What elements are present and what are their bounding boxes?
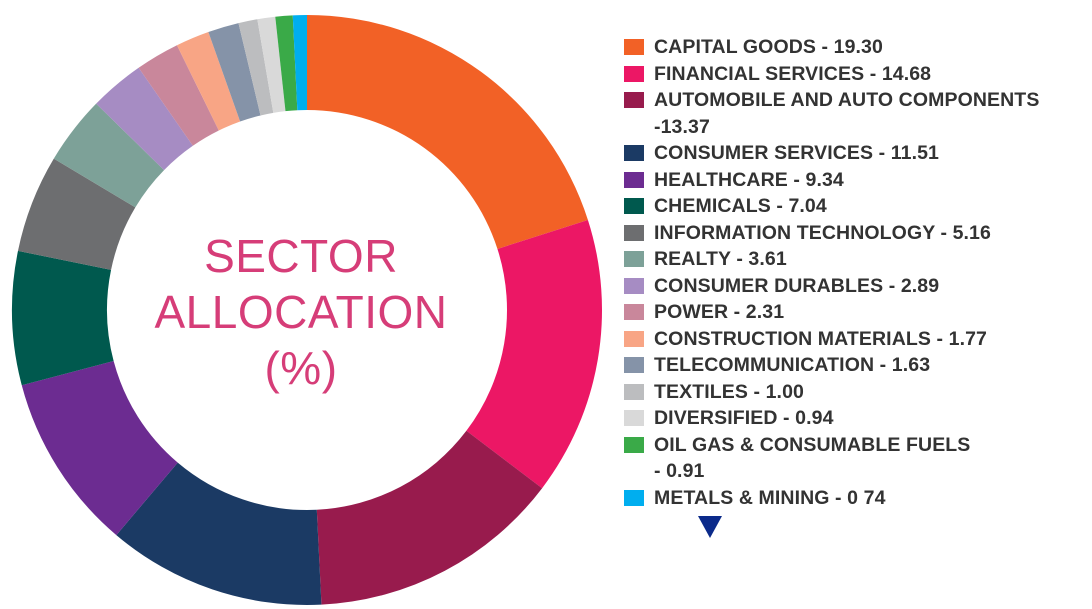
legend-label: CONSUMER DURABLES - 2.89 [654,274,940,297]
slice-consumer-services [116,462,322,605]
legend-swatch [624,357,644,373]
legend-item-consumer-services: CONSUMER SERVICES - 11.51 [620,140,1090,167]
legend-label: CONSTRUCTION MATERIALS - 1.77 [654,327,987,350]
legend-swatch [624,251,644,267]
legend-label: OIL GAS & CONSUMABLE FUELS [654,433,971,456]
legend-label: HEALTHCARE - 9.34 [654,168,844,191]
chart-title: SECTOR ALLOCATION (%) [106,228,496,396]
legend-item-automobile-and-auto-components: AUTOMOBILE AND AUTO COMPONENTS -13.37 [620,87,1090,140]
slice-automobile-and-auto-components [316,430,543,605]
legend-item-telecommunication: TELECOMMUNICATION - 1.63 [620,352,1090,379]
donut-chart [12,15,602,605]
legend-item-oil-gas-consumable-fuels: OIL GAS & CONSUMABLE FUELS - 0.91 [620,432,1090,485]
chart-title-line-3: (%) [264,342,338,394]
legend-swatch [624,198,644,214]
legend-label: DIVERSIFIED - 0.94 [654,407,834,429]
slice-oil-gas-consumable-fuels [275,15,298,112]
legend-item-realty: REALTY - 3.61 [620,246,1090,273]
legend-swatch [624,145,644,161]
legend-label: CONSUMER SERVICES - 11.51 [654,142,939,164]
slice-realty [53,103,165,208]
chart-legend: CAPITAL GOODS - 19.30 FINANCIAL SERVICES … [620,34,1090,511]
legend-item-information-technology: INFORMATION TECHNOLOGY - 5.16 [620,220,1090,247]
legend-swatch [624,436,644,453]
legend-label: INFORMATION TECHNOLOGY - 5.16 [654,221,991,244]
legend-label: -13.37 [654,115,710,138]
chart-title-line-2: ALLOCATION [154,286,448,338]
slice-healthcare [21,361,178,536]
legend-label: REALTY - 3.61 [654,248,787,270]
legend-swatch [624,410,644,426]
legend-swatch [624,330,644,347]
slice-textiles [238,19,274,116]
down-arrow-icon[interactable] [698,516,722,538]
legend-item-diversified: DIVERSIFIED - 0.94 [620,405,1090,432]
legend-swatch [624,383,644,400]
legend-item-financial-services: FINANCIAL SERVICES - 14.68 [620,61,1090,88]
legend-swatch [624,39,644,55]
legend-label: FINANCIAL SERVICES - 14.68 [654,62,932,85]
legend-item-consumer-durables: CONSUMER DURABLES - 2.89 [620,273,1090,300]
legend-item-chemicals: CHEMICALS - 7.04 [620,193,1090,220]
slice-chemicals [12,250,114,386]
slice-diversified [257,16,286,113]
legend-label: TEXTILES - 1.00 [654,380,804,403]
legend-swatch [624,171,644,188]
slice-power [138,45,219,146]
slice-construction-materials [176,31,241,131]
legend-label: METALS & MINING - 0 74 [654,486,886,509]
slice-information-technology [17,158,136,270]
legend-item-textiles: TEXTILES - 1.00 [620,379,1090,406]
legend-swatch [624,65,644,82]
legend-swatch [624,277,644,294]
slice-capital-goods [307,15,588,249]
chart-title-line-1: SECTOR [204,230,398,282]
slice-telecommunication [208,23,261,122]
legend-label: CHEMICALS - 7.04 [654,195,827,217]
legend-item-capital-goods: CAPITAL GOODS - 19.30 [620,34,1090,61]
legend-item-metals-mining: METALS & MINING - 0 74 [620,485,1090,512]
legend-swatch [624,489,644,506]
slice-metals-mining [292,15,307,111]
slice-financial-services [466,219,602,489]
slice-consumer-durables [96,67,193,171]
legend-label: POWER - 2.31 [654,301,785,323]
legend-label: TELECOMMUNICATION - 1.63 [654,354,931,376]
legend-label: - 0.91 [654,460,705,482]
legend-swatch [624,92,644,108]
legend-label: CAPITAL GOODS - 19.30 [654,36,883,58]
legend-swatch [624,304,644,320]
legend-item-healthcare: HEALTHCARE - 9.34 [620,167,1090,194]
legend-swatch [624,224,644,241]
legend-item-power: POWER - 2.31 [620,299,1090,326]
legend-item-construction-materials: CONSTRUCTION MATERIALS - 1.77 [620,326,1090,353]
legend-label: AUTOMOBILE AND AUTO COMPONENTS [654,89,1040,111]
